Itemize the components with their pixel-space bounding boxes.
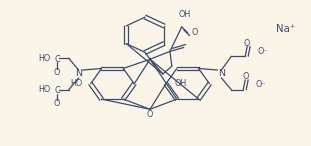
Text: HO: HO xyxy=(39,85,51,94)
Text: O: O xyxy=(54,99,60,108)
Text: OH: OH xyxy=(175,79,187,88)
Text: O⁻: O⁻ xyxy=(257,47,268,56)
Text: O: O xyxy=(244,39,250,48)
Text: N: N xyxy=(218,69,225,79)
Text: Na⁺: Na⁺ xyxy=(276,24,295,34)
Text: O: O xyxy=(54,67,60,77)
Text: O: O xyxy=(192,28,198,37)
Text: C: C xyxy=(54,55,60,64)
Text: O⁻: O⁻ xyxy=(255,80,266,89)
Text: OH: OH xyxy=(179,10,191,19)
Text: O: O xyxy=(147,110,153,119)
Text: HO: HO xyxy=(70,79,83,88)
Text: O: O xyxy=(242,72,248,81)
Text: C: C xyxy=(54,86,60,95)
Text: N: N xyxy=(75,69,82,79)
Text: HO: HO xyxy=(39,54,51,63)
